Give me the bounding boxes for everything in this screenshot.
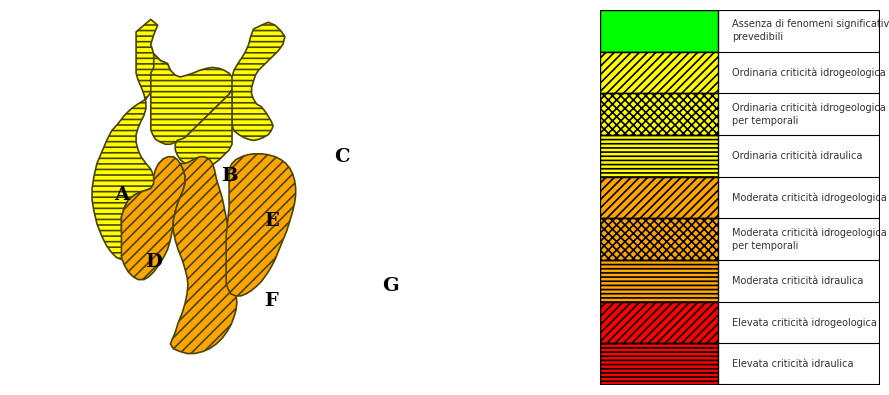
Polygon shape xyxy=(175,90,232,169)
Bar xyxy=(600,260,717,302)
Text: C: C xyxy=(333,148,349,166)
Text: Ordinaria criticità idrogeologica: Ordinaria criticità idrogeologica xyxy=(732,67,885,78)
Text: Elevata criticità idrogeologica: Elevata criticità idrogeologica xyxy=(732,317,877,328)
Text: D: D xyxy=(145,253,162,271)
Text: Moderata criticità idrogeologica
per temporali: Moderata criticità idrogeologica per tem… xyxy=(732,228,886,251)
Bar xyxy=(600,135,717,177)
Text: Moderata criticità idraulica: Moderata criticità idraulica xyxy=(732,276,863,286)
Text: Moderata criticità idrogeologica: Moderata criticità idrogeologica xyxy=(732,192,886,203)
Bar xyxy=(600,93,717,135)
Bar xyxy=(600,302,717,343)
Text: Ordinaria criticità idraulica: Ordinaria criticità idraulica xyxy=(732,151,862,161)
Text: Assenza di fenomeni significativi
prevedibili: Assenza di fenomeni significativi preved… xyxy=(732,19,889,42)
Text: F: F xyxy=(264,292,278,310)
Polygon shape xyxy=(92,19,171,260)
Bar xyxy=(600,343,717,385)
Polygon shape xyxy=(122,157,185,280)
Bar xyxy=(600,218,717,260)
Text: A: A xyxy=(114,186,129,204)
Text: E: E xyxy=(264,212,278,230)
Polygon shape xyxy=(171,157,236,354)
Text: Elevata criticità idraulica: Elevata criticità idraulica xyxy=(732,359,853,369)
Bar xyxy=(600,177,717,218)
Polygon shape xyxy=(226,154,296,296)
Bar xyxy=(600,52,717,93)
Text: B: B xyxy=(220,167,237,185)
Polygon shape xyxy=(151,54,234,144)
Bar xyxy=(600,10,717,52)
Polygon shape xyxy=(232,22,284,140)
Text: G: G xyxy=(382,277,399,295)
Text: Ordinaria criticità idrogeologica
per temporali: Ordinaria criticità idrogeologica per te… xyxy=(732,102,885,126)
